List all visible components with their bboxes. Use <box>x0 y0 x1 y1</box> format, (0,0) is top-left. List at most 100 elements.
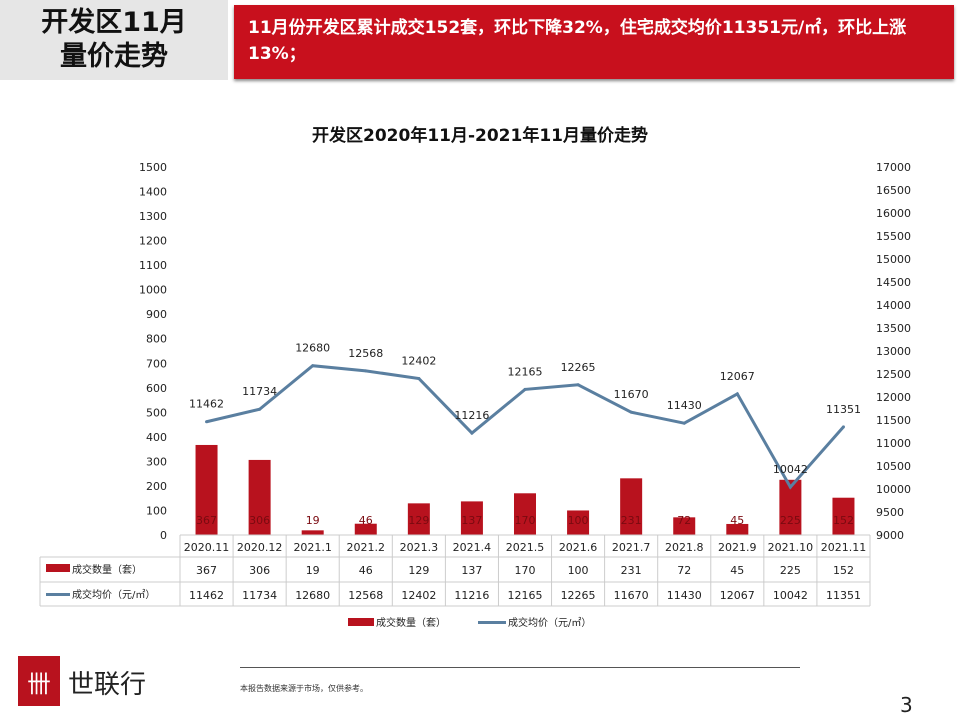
right-axis-tick: 14000 <box>876 299 911 312</box>
bar <box>673 517 696 535</box>
price-point <box>788 485 792 489</box>
category-label: 2021.4 <box>453 541 492 554</box>
bar <box>354 523 377 535</box>
table-cell-count: 137 <box>461 564 482 577</box>
bar-data-label: 231 <box>621 514 642 527</box>
left-axis-tick: 1000 <box>139 284 167 297</box>
price-legend-swatch <box>46 593 70 596</box>
table-cell-price: 11462 <box>189 589 224 602</box>
table-cell-price: 12067 <box>720 589 755 602</box>
left-axis-tick: 800 <box>146 333 167 346</box>
bar <box>514 493 536 535</box>
category-label: 2021.7 <box>612 541 651 554</box>
bar-data-label: 46 <box>359 514 373 527</box>
left-axis-tick: 400 <box>146 431 167 444</box>
table-cell-price: 11430 <box>667 589 702 602</box>
bar-data-label: 19 <box>306 514 320 527</box>
right-axis-tick: 11500 <box>876 414 911 427</box>
footer-divider <box>240 667 800 668</box>
price-point <box>258 407 262 411</box>
page-number: 3 <box>900 693 913 717</box>
table-cell-price: 11216 <box>454 589 489 602</box>
right-axis-tick: 15500 <box>876 230 911 243</box>
bar-data-label: 170 <box>515 514 536 527</box>
bar-data-label: 137 <box>461 514 482 527</box>
left-axis-tick: 0 <box>160 529 167 542</box>
category-label: 2021.10 <box>768 541 814 554</box>
price-data-label: 11430 <box>667 399 702 412</box>
chart-title: 开发区2020年11月-2021年11月量价走势 <box>312 125 648 146</box>
legend-line-swatch <box>478 621 506 624</box>
right-axis-tick: 16500 <box>876 184 911 197</box>
price-data-label: 11670 <box>614 388 649 401</box>
brand-logo: 卌 <box>18 656 60 706</box>
bar-data-label: 225 <box>780 514 801 527</box>
category-label: 2021.1 <box>293 541 332 554</box>
left-axis-tick: 1200 <box>139 235 167 248</box>
left-axis-tick: 500 <box>146 406 167 419</box>
table-cell-count: 306 <box>249 564 270 577</box>
right-axis-tick: 9500 <box>876 506 904 519</box>
price-data-label: 11734 <box>242 385 277 398</box>
right-axis-tick: 10000 <box>876 483 911 496</box>
table-cell-count: 19 <box>306 564 320 577</box>
table-cell-price: 12265 <box>561 589 596 602</box>
price-row-label: 成交均价（元/㎡） <box>72 588 155 601</box>
price-data-label: 12680 <box>295 342 330 355</box>
brand-name: 世联行 <box>68 670 147 700</box>
right-axis-tick: 11000 <box>876 437 911 450</box>
table-cell-price: 11734 <box>242 589 277 602</box>
category-label: 2020.11 <box>184 541 230 554</box>
logo-glyph: 卌 <box>27 669 51 698</box>
category-label: 2021.6 <box>559 541 598 554</box>
price-data-label: 12568 <box>348 347 383 360</box>
bar-data-label: 100 <box>568 514 589 527</box>
bar-data-label: 45 <box>730 514 744 527</box>
category-label: 2021.8 <box>665 541 704 554</box>
bar <box>567 510 590 535</box>
table-cell-count: 225 <box>780 564 801 577</box>
table-cell-price: 10042 <box>773 589 808 602</box>
price-point <box>682 421 686 425</box>
table-cell-count: 170 <box>515 564 536 577</box>
section-title: 开发区11月 量价走势 <box>0 0 228 80</box>
right-axis-tick: 15000 <box>876 253 911 266</box>
right-axis-tick: 12000 <box>876 391 911 404</box>
table-cell-price: 11670 <box>614 589 649 602</box>
bar <box>832 497 855 535</box>
legend-bar-label: 成交数量（套） <box>376 616 446 629</box>
table-cell-price: 11351 <box>826 589 861 602</box>
left-axis-tick: 1300 <box>139 210 167 223</box>
bar <box>620 478 643 535</box>
count-legend-swatch <box>46 564 70 572</box>
table-cell-count: 367 <box>196 564 217 577</box>
price-data-label: 10042 <box>773 463 808 476</box>
price-point <box>205 420 209 424</box>
price-data-label: 11351 <box>826 403 861 416</box>
category-label: 2021.3 <box>400 541 439 554</box>
table-cell-count: 152 <box>833 564 854 577</box>
right-axis-tick: 9000 <box>876 529 904 542</box>
table-cell-count: 100 <box>568 564 589 577</box>
bar-data-label: 152 <box>833 514 854 527</box>
right-axis-tick: 13500 <box>876 322 911 335</box>
price-data-label: 12402 <box>401 355 436 368</box>
title-line2: 量价走势 <box>60 41 168 72</box>
table-cell-price: 12568 <box>348 589 383 602</box>
left-axis-tick: 200 <box>146 480 167 493</box>
left-axis-tick: 100 <box>146 504 167 517</box>
bar <box>407 503 430 535</box>
price-point <box>735 392 739 396</box>
price-point <box>629 410 633 414</box>
bar <box>779 479 802 535</box>
summary-banner: 11月份开发区累计成交152套，环比下降32%，住宅成交均价11351元/㎡，环… <box>234 5 954 79</box>
left-axis-tick: 900 <box>146 308 167 321</box>
left-axis-tick: 600 <box>146 382 167 395</box>
count-row-label: 成交数量（套） <box>72 563 142 576</box>
price-line <box>206 364 845 490</box>
price-point <box>417 377 421 381</box>
price-data-label: 11462 <box>189 398 224 411</box>
footer-note: 本报告数据来源于市场，仅供参考。 <box>240 684 368 693</box>
right-axis-tick: 14500 <box>876 276 911 289</box>
bar-data-label: 367 <box>196 514 217 527</box>
